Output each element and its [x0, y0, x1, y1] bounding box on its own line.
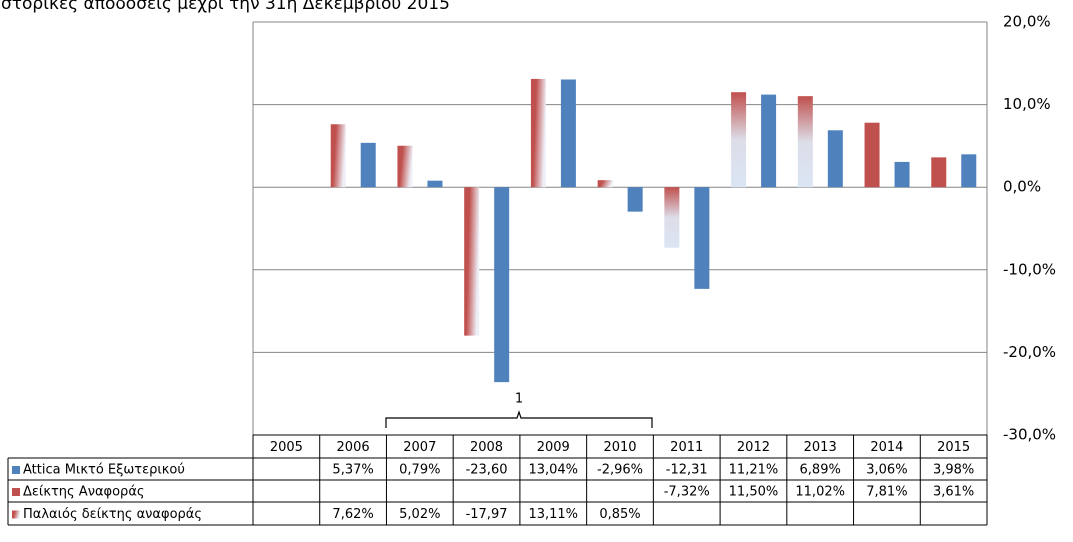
table-cell: 5,37%	[332, 463, 373, 478]
legend-label: Παλαιός δείκτης αναφοράς	[23, 507, 202, 522]
table-cell: 3,06%	[866, 463, 907, 478]
x-tick-label: 2010	[603, 440, 636, 455]
table-cell: 0,85%	[599, 507, 640, 522]
x-tick-label: 2011	[670, 440, 703, 455]
x-tick-label: 2006	[337, 440, 370, 455]
table-cell: 3,61%	[933, 485, 974, 500]
bar	[731, 92, 747, 188]
bar	[494, 187, 510, 383]
table-cell: -12,31	[666, 463, 708, 478]
x-tick-label: 2008	[470, 440, 503, 455]
annotation: 1	[515, 392, 523, 407]
bar	[427, 180, 443, 188]
table-cell: 11,21%	[729, 463, 779, 478]
y-tick-label: 20,0%	[1003, 13, 1051, 31]
legend-label: Attica Μικτό Εξωτερικού	[23, 463, 185, 478]
y-tick-label: 0,0%	[1003, 178, 1041, 196]
bar	[931, 157, 947, 188]
legend-swatch	[12, 466, 20, 474]
y-tick-label: -30,0%	[1003, 426, 1056, 444]
bar	[827, 130, 843, 188]
bar	[961, 154, 977, 188]
bar	[397, 145, 413, 188]
table-cell: 7,81%	[866, 485, 907, 500]
x-tick-label: 2015	[937, 440, 970, 455]
bar	[894, 161, 910, 188]
bar	[360, 142, 376, 188]
table-cell: 13,04%	[528, 463, 578, 478]
bar	[560, 79, 576, 188]
brace	[385, 410, 653, 428]
table-cell: -2,96%	[597, 463, 643, 478]
table-cell: -7,32%	[664, 485, 710, 500]
table-cell: 11,02%	[795, 485, 845, 500]
y-tick-label: 10,0%	[1003, 95, 1051, 113]
x-tick-label: 2014	[870, 440, 903, 455]
bar	[530, 78, 546, 188]
bar	[864, 122, 880, 188]
x-tick-label: 2012	[737, 440, 770, 455]
legend-label: Δείκτης Αναφοράς	[23, 485, 145, 500]
x-tick-label: 2005	[270, 440, 303, 455]
chart-title: Ιστορικές αποδόσεις μέχρι την 31η Δεκεμβ…	[0, 0, 450, 14]
bar	[761, 94, 777, 188]
table-cell: 13,11%	[528, 507, 578, 522]
y-tick-label: -10,0%	[1003, 260, 1056, 278]
x-tick-label: 2007	[403, 440, 436, 455]
bar	[597, 180, 613, 188]
table-cell: 0,79%	[399, 463, 440, 478]
table-cell: 7,62%	[332, 507, 373, 522]
table-cell: 11,50%	[729, 485, 779, 500]
legend-swatch	[12, 510, 20, 519]
table-cell: -23,60	[466, 463, 508, 478]
bar	[464, 187, 480, 336]
bar	[694, 187, 710, 289]
table-cell: 3,98%	[933, 463, 974, 478]
bar	[627, 187, 643, 212]
y-tick-label: -20,0%	[1003, 343, 1056, 361]
bar	[664, 187, 680, 248]
bar	[797, 96, 813, 188]
table-cell: 6,89%	[800, 463, 841, 478]
bar	[330, 124, 346, 188]
table-cell: -17,97	[466, 507, 508, 522]
table-cell: 5,02%	[399, 507, 440, 522]
x-tick-label: 2013	[804, 440, 837, 455]
x-tick-label: 2009	[537, 440, 570, 455]
legend-swatch	[12, 488, 20, 496]
